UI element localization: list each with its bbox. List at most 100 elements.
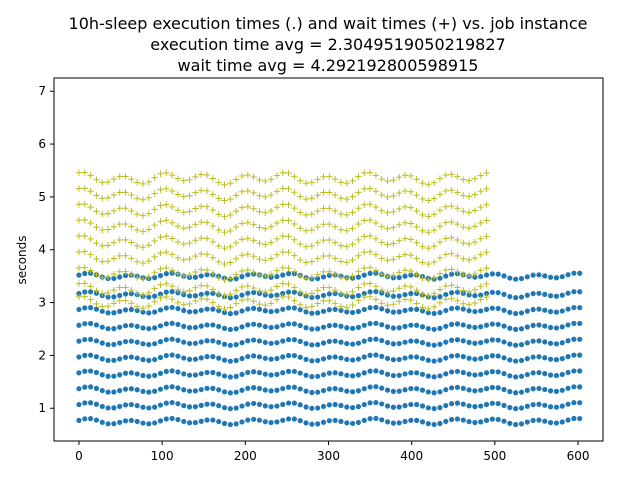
execution-time-point [454, 368, 461, 375]
execution-time-point [111, 341, 117, 348]
wait-time-point [262, 193, 269, 201]
execution-time-point [350, 341, 356, 347]
execution-time-point [530, 291, 536, 297]
wait-time-point [419, 259, 426, 266]
wait-time-point [460, 208, 467, 215]
wait-time-point [349, 288, 356, 295]
wait-time-point [314, 255, 321, 262]
execution-time-point [524, 274, 530, 280]
execution-time-point [373, 304, 379, 311]
wait-time-point [407, 204, 415, 211]
wait-time-point [273, 296, 281, 303]
wait-time-point [413, 255, 420, 262]
execution-time-point [157, 386, 164, 392]
wait-time-point [355, 284, 362, 291]
wait-time-point [104, 178, 112, 186]
execution-time-point [157, 291, 164, 297]
wait-time-point [279, 217, 286, 224]
execution-time-point [577, 415, 583, 422]
execution-time-point [291, 352, 297, 359]
wait-time-point [116, 189, 123, 196]
wait-time-point [232, 192, 240, 199]
execution-time-point [239, 371, 245, 377]
wait-time-point [419, 304, 426, 311]
execution-time-point [495, 400, 501, 407]
execution-time-point [338, 339, 344, 345]
execution-time-point [390, 325, 396, 331]
execution-time-point [105, 421, 111, 427]
wait-time-point [337, 242, 345, 249]
execution-time-point [122, 354, 129, 361]
wait-time-point [227, 243, 234, 250]
wait-time-point [361, 169, 368, 177]
execution-time-point [402, 387, 408, 393]
wait-time-point [93, 176, 100, 183]
wait-time-point [81, 293, 88, 300]
execution-time-point [303, 356, 309, 363]
execution-time-point [221, 420, 228, 427]
execution-time-point [221, 341, 228, 347]
wait-time-point [337, 210, 345, 218]
execution-time-point [315, 342, 321, 348]
execution-time-point [320, 292, 327, 299]
wait-time-point [326, 173, 333, 180]
execution-time-point [105, 294, 111, 300]
execution-time-point [431, 405, 437, 412]
execution-time-point [379, 322, 385, 328]
wait-time-point [116, 252, 123, 260]
execution-time-point [344, 404, 350, 410]
execution-time-point [518, 405, 525, 411]
execution-time-point [483, 338, 490, 344]
wait-time-point [378, 175, 385, 183]
execution-time-point [233, 421, 239, 427]
wait-time-point [366, 248, 374, 256]
execution-time-point [355, 293, 362, 299]
execution-time-point [297, 402, 303, 408]
execution-time-point [326, 307, 332, 313]
execution-time-point [152, 325, 158, 331]
execution-time-point [437, 275, 443, 281]
execution-time-point [76, 417, 82, 423]
wait-time-point [244, 282, 252, 290]
wait-time-point [361, 185, 368, 193]
wait-time-point [133, 210, 141, 218]
execution-time-point [483, 290, 490, 297]
wait-time-point [384, 273, 391, 280]
wait-time-point [180, 301, 187, 309]
execution-time-point [355, 419, 362, 426]
execution-time-point [559, 371, 565, 378]
wait-time-point [471, 270, 479, 278]
execution-time-point [524, 356, 530, 362]
execution-time-point [146, 294, 152, 300]
wait-time-point [244, 251, 252, 258]
execution-time-point [262, 371, 268, 377]
wait-time-point [99, 195, 106, 202]
execution-time-point [495, 290, 501, 296]
wait-time-point [471, 238, 479, 246]
wait-time-point [273, 267, 281, 274]
wait-time-point [203, 203, 211, 210]
execution-time-point [152, 309, 158, 315]
wait-time-point [320, 173, 327, 180]
wait-time-point [273, 219, 281, 227]
wait-time-point [436, 270, 444, 277]
execution-time-point [262, 387, 268, 393]
execution-time-point [186, 293, 193, 299]
execution-time-point [227, 390, 233, 396]
wait-time-point [320, 284, 327, 291]
wait-time-point [128, 286, 135, 294]
execution-time-point [425, 373, 431, 379]
execution-time-point [443, 339, 449, 345]
wait-time-point [396, 298, 403, 305]
title-line-1: 10h-sleep execution times (.) and wait t… [69, 14, 588, 33]
wait-time-point [244, 171, 252, 179]
wait-time-point [221, 292, 228, 299]
execution-time-point [466, 308, 472, 314]
execution-time-point [303, 340, 309, 347]
execution-time-point [256, 306, 263, 312]
execution-time-point [472, 293, 478, 299]
wait-time-point [180, 288, 187, 295]
wait-time-point [151, 221, 158, 229]
wait-time-point [192, 237, 199, 244]
execution-time-point [204, 354, 210, 360]
